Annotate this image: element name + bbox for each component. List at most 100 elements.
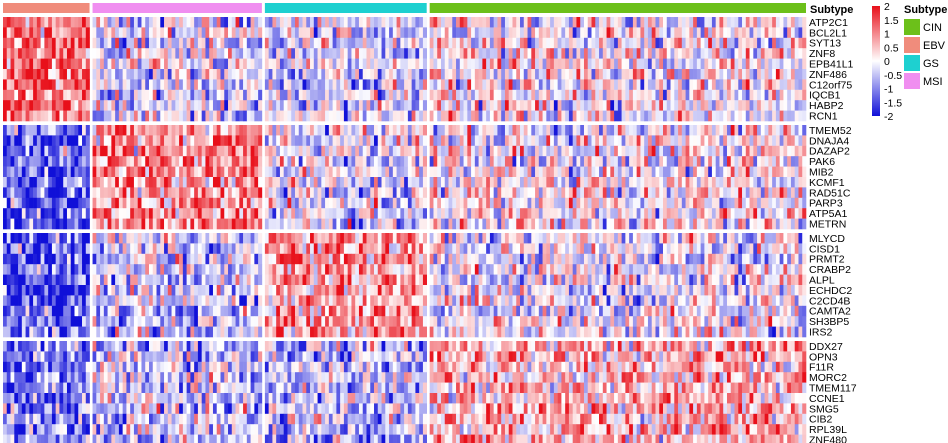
heatmap-cell bbox=[444, 156, 449, 167]
heatmap-cell bbox=[287, 89, 292, 101]
heatmap-cell bbox=[137, 89, 142, 101]
heatmap-cell bbox=[693, 69, 698, 80]
heatmap-cell bbox=[389, 187, 394, 199]
heatmap-cell bbox=[343, 69, 348, 80]
heatmap-cell bbox=[317, 135, 322, 147]
heatmap-cell bbox=[802, 253, 807, 265]
heatmap-cell bbox=[651, 79, 656, 91]
heatmap-cell bbox=[670, 135, 675, 147]
heatmap-cell bbox=[444, 233, 449, 244]
heatmap-cell bbox=[243, 253, 248, 265]
heatmap-cell bbox=[723, 145, 728, 157]
heatmap-cell bbox=[145, 125, 150, 136]
heatmap-cell bbox=[678, 27, 683, 39]
heatmap-cell bbox=[235, 100, 240, 111]
heatmap-cell bbox=[572, 187, 577, 199]
heatmap-cell bbox=[666, 187, 671, 199]
heatmap-cell bbox=[415, 17, 420, 28]
heatmap-cell bbox=[212, 135, 218, 147]
heatmap-cell bbox=[276, 125, 281, 136]
heatmap-cell bbox=[779, 79, 784, 91]
heatmap-cell bbox=[674, 125, 679, 136]
heatmap-cell bbox=[674, 135, 679, 147]
heatmap-cell bbox=[82, 135, 87, 147]
heatmap-cell bbox=[18, 37, 23, 49]
heatmap-cell bbox=[783, 243, 788, 255]
heatmap-cell bbox=[764, 48, 769, 59]
heatmap-cell bbox=[520, 218, 525, 230]
heatmap-cell bbox=[448, 100, 453, 111]
heatmap-cell bbox=[565, 218, 570, 230]
heatmap-cell bbox=[753, 89, 758, 101]
heatmap-cell bbox=[711, 197, 716, 209]
heatmap-cell bbox=[59, 208, 64, 219]
heatmap-cell bbox=[516, 27, 521, 39]
heatmap-cell bbox=[145, 27, 150, 39]
heatmap-cell bbox=[482, 89, 487, 101]
heatmap-cell bbox=[787, 69, 792, 80]
heatmap-cell bbox=[201, 187, 206, 199]
heatmap-cell bbox=[572, 156, 577, 167]
heatmap-cell bbox=[610, 218, 615, 230]
heatmap-cell bbox=[419, 197, 424, 209]
heatmap-cell bbox=[133, 156, 138, 167]
heatmap-cell bbox=[433, 48, 438, 59]
heatmap-cell bbox=[212, 100, 218, 111]
heatmap-cell bbox=[186, 166, 191, 178]
heatmap-cell bbox=[63, 166, 68, 178]
heatmap-cell bbox=[336, 156, 341, 167]
heatmap-cell bbox=[587, 69, 592, 80]
heatmap-cell bbox=[674, 253, 679, 265]
heatmap-cell bbox=[538, 156, 543, 167]
heatmap-cell bbox=[194, 48, 199, 59]
heatmap-cell bbox=[779, 58, 784, 70]
heatmap-cell bbox=[118, 233, 123, 244]
heatmap-cell bbox=[145, 166, 150, 178]
heatmap-cell bbox=[535, 177, 540, 188]
heatmap-cell bbox=[351, 58, 356, 70]
heatmap-cell bbox=[772, 166, 777, 178]
heatmap-cell bbox=[82, 145, 87, 157]
heatmap-cell bbox=[591, 79, 596, 91]
heatmap-cell bbox=[396, 58, 401, 70]
heatmap-cell bbox=[25, 156, 30, 167]
heatmap-cell bbox=[738, 37, 743, 49]
heatmap-cell bbox=[141, 197, 146, 209]
heatmap-cell bbox=[254, 27, 259, 39]
heatmap-cell bbox=[610, 177, 615, 188]
heatmap-cell bbox=[723, 253, 728, 265]
heatmap-cell bbox=[328, 233, 333, 244]
heatmap-cell bbox=[546, 89, 551, 101]
heatmap-cell bbox=[734, 37, 739, 49]
heatmap-cell bbox=[693, 145, 698, 157]
heatmap-cell bbox=[212, 69, 218, 80]
heatmap-cell bbox=[546, 69, 551, 80]
heatmap-cell bbox=[790, 110, 796, 122]
heatmap-cell bbox=[92, 48, 97, 59]
heatmap-cell bbox=[209, 110, 214, 122]
heatmap-cell bbox=[385, 166, 390, 178]
heatmap-cell bbox=[156, 187, 161, 199]
heatmap-cell bbox=[757, 110, 762, 122]
heatmap-cell bbox=[10, 37, 15, 49]
heatmap-cell bbox=[167, 110, 172, 122]
heatmap-cell bbox=[768, 166, 773, 178]
heatmap-cell bbox=[29, 58, 34, 70]
heatmap-cell bbox=[685, 197, 690, 209]
heatmap-cell bbox=[366, 27, 371, 39]
heatmap-cell bbox=[629, 166, 634, 178]
heatmap-cell bbox=[516, 125, 521, 136]
heatmap-cell bbox=[224, 37, 229, 49]
heatmap-cell bbox=[3, 253, 8, 265]
heatmap-cell bbox=[264, 156, 269, 167]
heatmap-cell bbox=[283, 125, 288, 136]
heatmap-cell bbox=[179, 48, 184, 59]
heatmap-cell bbox=[523, 100, 528, 111]
heatmap-cell bbox=[145, 17, 150, 28]
heatmap-cell bbox=[55, 218, 60, 230]
heatmap-cell bbox=[617, 177, 622, 188]
heatmap-cell bbox=[753, 27, 758, 39]
heatmap-cell bbox=[456, 89, 461, 101]
heatmap-cell bbox=[542, 253, 547, 265]
heatmap-cell bbox=[625, 27, 630, 39]
